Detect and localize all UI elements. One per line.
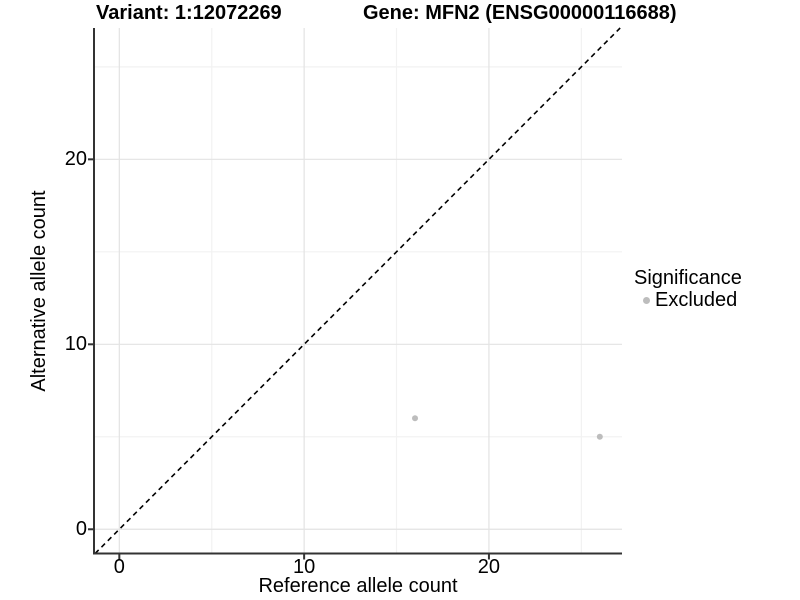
y-tick-label: 20 — [64, 148, 87, 171]
y-tick-label: 0 — [75, 518, 87, 541]
identity-reference-line — [94, 27, 621, 555]
plot-title-gene: Gene: MFN2 (ENSG00000116688) — [363, 2, 677, 24]
identity-line — [94, 27, 621, 555]
x-tick-label: 0 — [113, 556, 125, 578]
legend-key-dot-icon — [643, 296, 650, 304]
scatter-point — [412, 415, 419, 422]
axis-tick-marks — [88, 158, 490, 560]
legend-item-excluded: Excluded — [634, 289, 742, 311]
y-tick-label: 10 — [64, 333, 87, 356]
legend: Significance Excluded — [634, 267, 742, 311]
grid-major-lines — [94, 28, 622, 554]
legend-title: Significance — [634, 267, 742, 289]
legend-item-label: Excluded — [655, 289, 738, 311]
grid-minor-lines — [94, 28, 622, 554]
x-axis-title: Reference allele count — [258, 575, 458, 597]
plot-title-variant: Variant: 1:12072269 — [96, 2, 282, 24]
scatter-point — [596, 433, 603, 440]
x-tick-label: 20 — [477, 556, 501, 578]
axis-lines — [93, 28, 622, 555]
x-tick-label: 10 — [293, 556, 316, 578]
data-points — [412, 415, 603, 440]
y-axis-title: Alternative allele count — [28, 190, 50, 392]
